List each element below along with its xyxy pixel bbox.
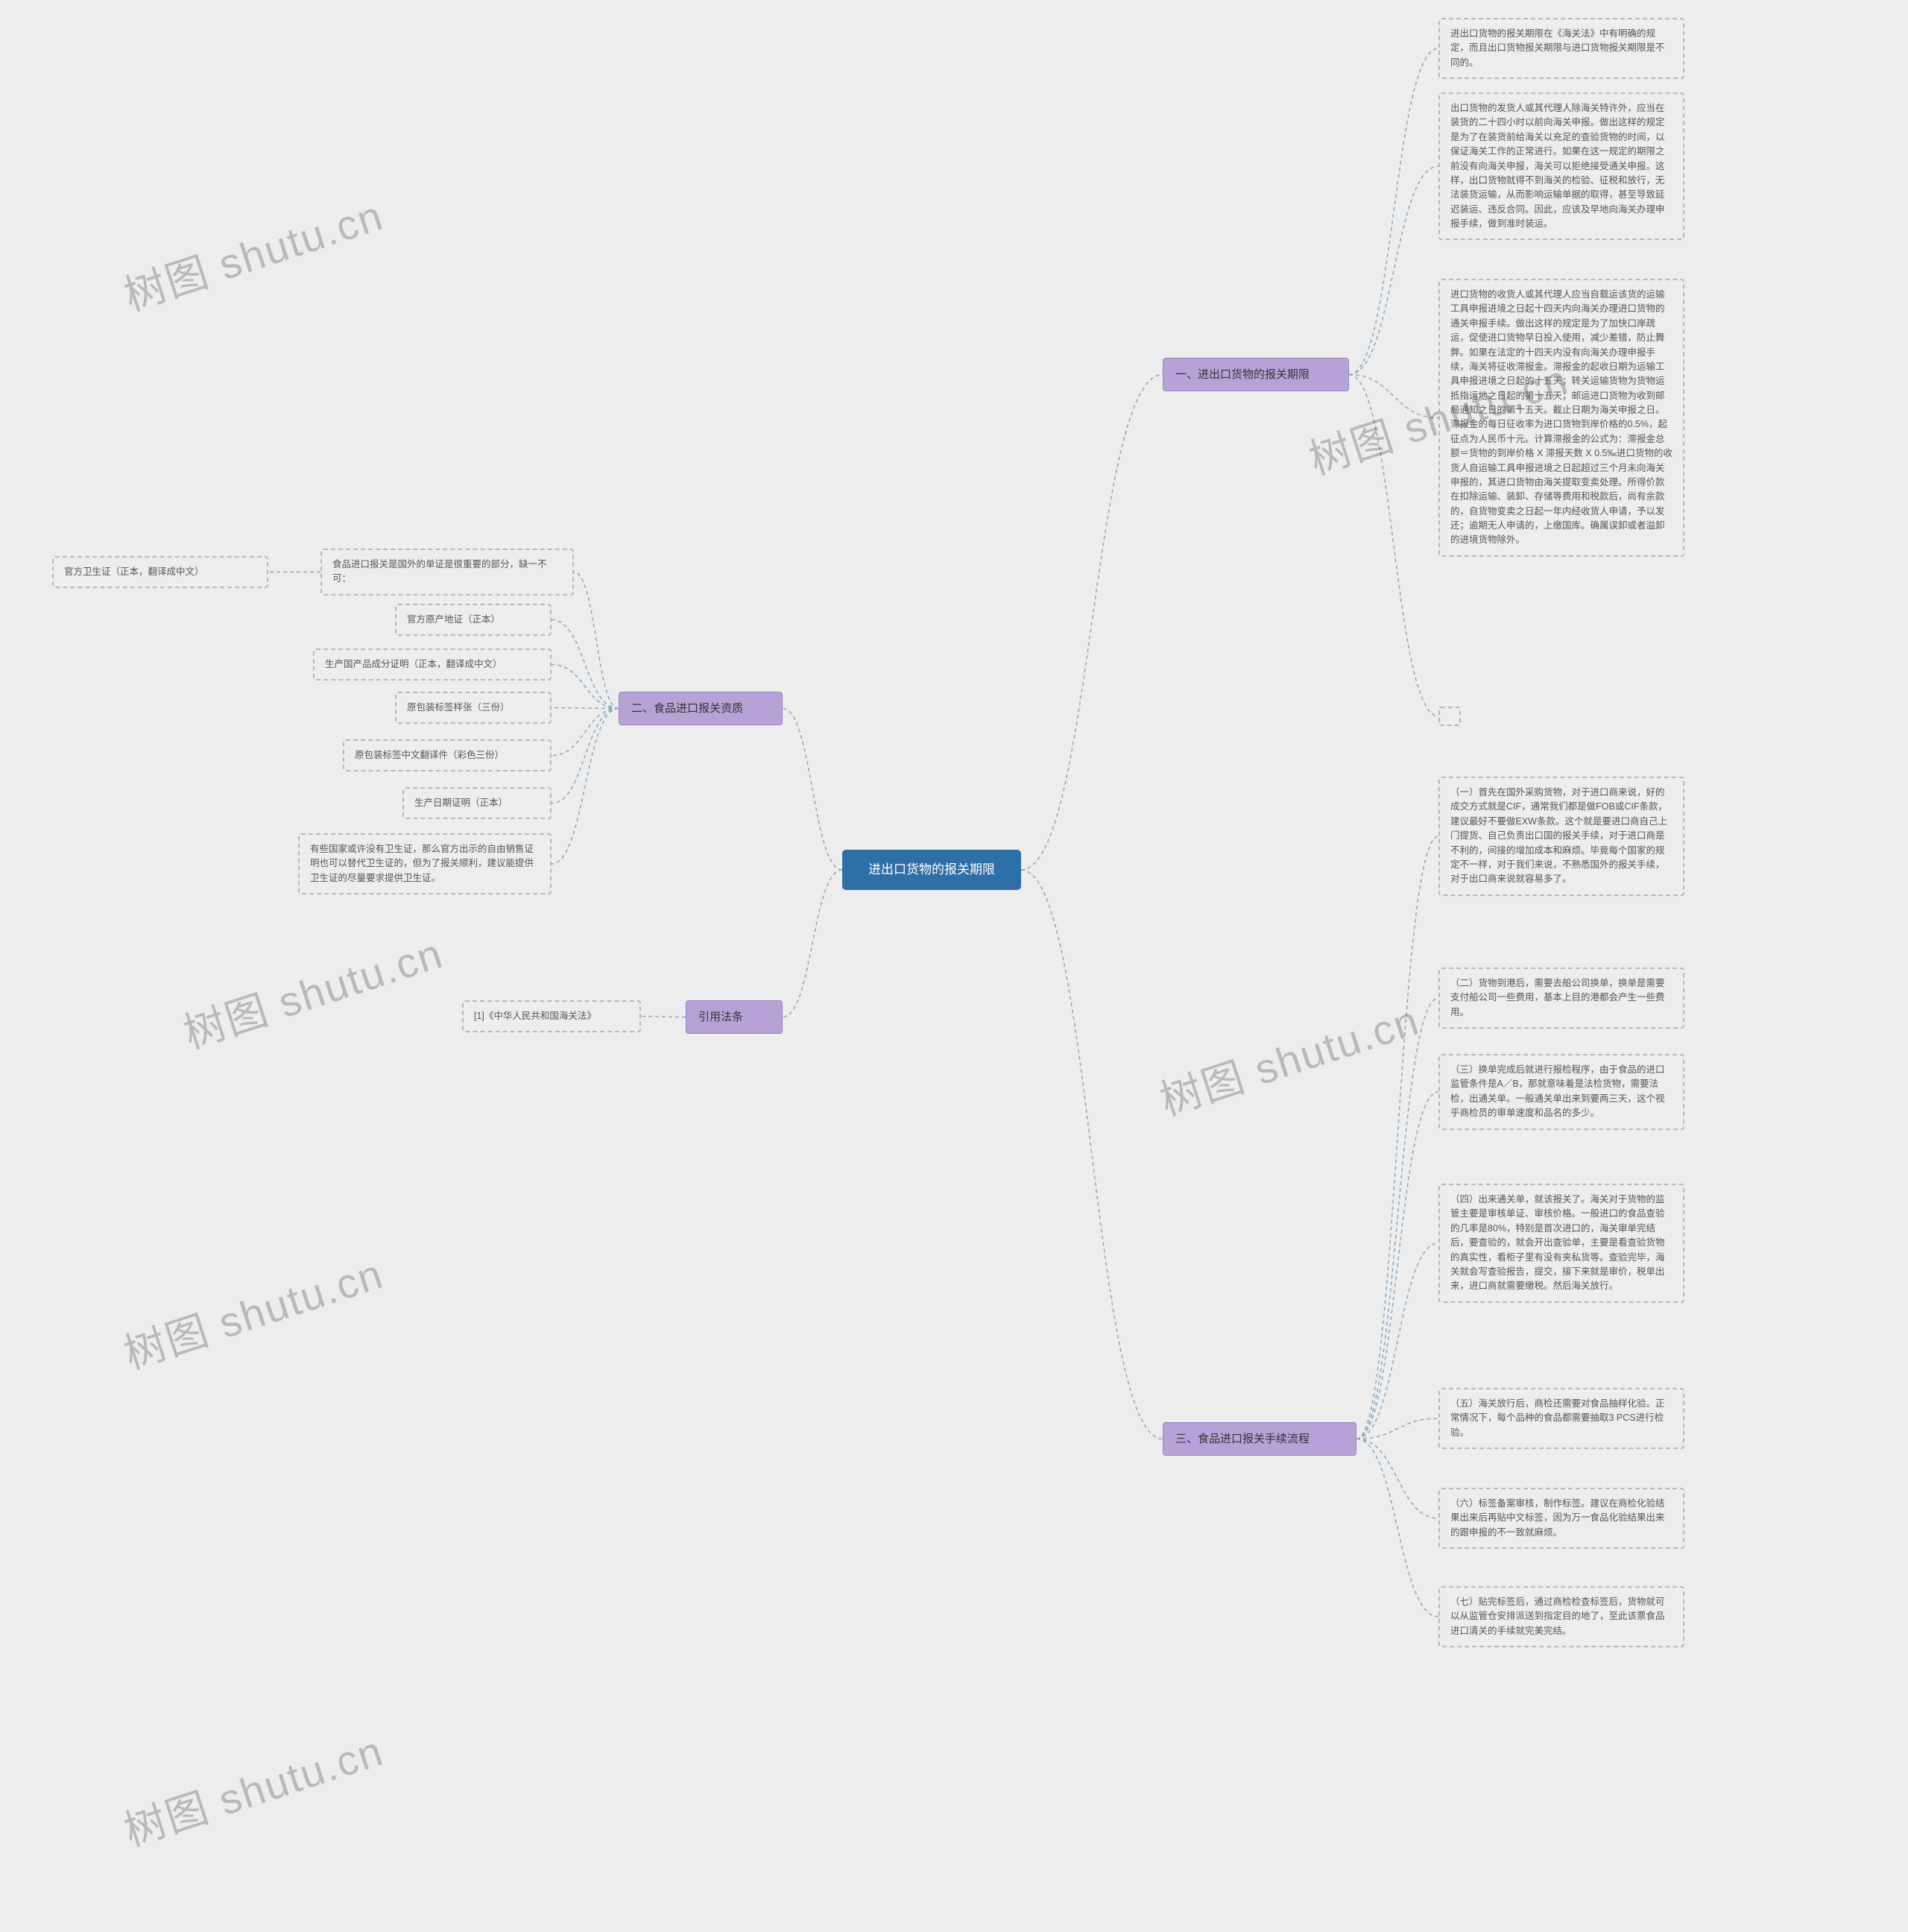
- watermark: 树图 shutu.cn: [116, 183, 391, 328]
- connector: [552, 708, 619, 709]
- leaf-node-b1_2[interactable]: 出口货物的发货人或其代理人除海关特许外，应当在装货的二十四小时以前向海关申报。做…: [1438, 92, 1684, 240]
- connector: [1349, 375, 1438, 717]
- connector: [1021, 375, 1163, 871]
- connector: [1349, 48, 1438, 375]
- leaf-node-b2_2[interactable]: 生产国产品成分证明（正本，翻译成中文）: [313, 648, 552, 681]
- leaf-node-b2_0a[interactable]: 官方卫生证（正本，翻译成中文）: [52, 556, 268, 588]
- connector: [1021, 870, 1163, 1439]
- connector: [1356, 1243, 1438, 1439]
- connector: [552, 665, 619, 709]
- leaf-node-b3_2[interactable]: （二）货物到港后，需要去船公司换单，换单是需要支付船公司一些费用，基本上目的港都…: [1438, 967, 1684, 1029]
- connector: [1356, 1439, 1438, 1617]
- leaf-node-b2_6[interactable]: 有些国家或许没有卫生证，那么官方出示的自由销售证明也可以替代卫生证的，但为了报关…: [298, 833, 552, 894]
- branch-node-b1[interactable]: 一、进出口货物的报关期限: [1163, 358, 1349, 391]
- leaf-node-b4_1[interactable]: [1]《中华人民共和国海关法》: [462, 1000, 641, 1032]
- mindmap-canvas: 树图 shutu.cn 树图 shutu.cn 树图 shutu.cn 树图 shut…: [0, 0, 1908, 1932]
- leaf-node-b3_4[interactable]: （四）出来通关单，就该报关了。海关对于货物的监管主要是审核单证、审核价格。一般进…: [1438, 1184, 1684, 1303]
- connector: [783, 709, 842, 871]
- connector: [1349, 166, 1438, 375]
- connector: [552, 709, 619, 756]
- connector: [1356, 1439, 1438, 1519]
- leaf-node-b2_3[interactable]: 原包装标签样张（三份）: [395, 692, 552, 724]
- connector: [552, 709, 619, 865]
- leaf-node-b1_4[interactable]: [1438, 707, 1461, 726]
- leaf-node-b1_1[interactable]: 进出口货物的报关期限在《海关法》中有明确的规定，而且出口货物报关期限与进口货物报…: [1438, 18, 1684, 79]
- leaf-node-b3_3[interactable]: （三）换单完成后就进行报检程序，由于食品的进口监管条件是A／B，那就意味着是法检…: [1438, 1054, 1684, 1130]
- connector: [1356, 1092, 1438, 1439]
- connector: [1349, 375, 1438, 418]
- leaf-node-b3_1[interactable]: （一）首先在国外采购货物，对于进口商来说，好的成交方式就是CIF，通常我们都是做…: [1438, 777, 1684, 896]
- branch-node-b2[interactable]: 二、食品进口报关资质: [619, 692, 783, 725]
- leaf-node-b2_1[interactable]: 官方原产地证（正本）: [395, 604, 552, 636]
- leaf-node-b3_6[interactable]: （六）标签备案审核，制作标签。建议在商检化验结果出来后再贴中文标签，因为万一食品…: [1438, 1488, 1684, 1549]
- connector: [552, 709, 619, 804]
- watermark: 树图 shutu.cn: [116, 1719, 391, 1863]
- branch-node-b4[interactable]: 引用法条: [686, 1000, 783, 1034]
- root-node[interactable]: 进出口货物的报关期限: [842, 850, 1021, 890]
- connector: [574, 572, 619, 709]
- connector: [1356, 1418, 1438, 1439]
- connector: [783, 870, 842, 1017]
- branch-node-b3[interactable]: 三、食品进口报关手续流程: [1163, 1422, 1356, 1456]
- connector: [1356, 998, 1438, 1439]
- watermark: 树图 shutu.cn: [116, 1242, 391, 1386]
- watermark: 树图 shutu.cn: [1152, 988, 1427, 1133]
- connector: [552, 620, 619, 709]
- leaf-node-b1_3[interactable]: 进口货物的收货人或其代理人应当自载运该货的运输工具申报进境之日起十四天内向海关办…: [1438, 279, 1684, 557]
- leaf-node-b2_5[interactable]: 生产日期证明（正本）: [402, 787, 552, 819]
- leaf-node-b2_4[interactable]: 原包装标签中文翻译件（彩色三份）: [343, 739, 552, 771]
- connector: [1356, 836, 1438, 1439]
- leaf-node-b2_0[interactable]: 食品进口报关是国外的单证是很重要的部分，缺一不可：: [320, 549, 574, 596]
- watermark: 树图 shutu.cn: [175, 921, 451, 1066]
- leaf-node-b3_5[interactable]: （五）海关放行后，商检还需要对食品抽样化验。正常情况下，每个品种的食品都需要抽取…: [1438, 1388, 1684, 1449]
- leaf-node-b3_7[interactable]: （七）贴完标签后，通过商检检查标签后，货物就可以从监管仓安排派送到指定目的地了，…: [1438, 1586, 1684, 1647]
